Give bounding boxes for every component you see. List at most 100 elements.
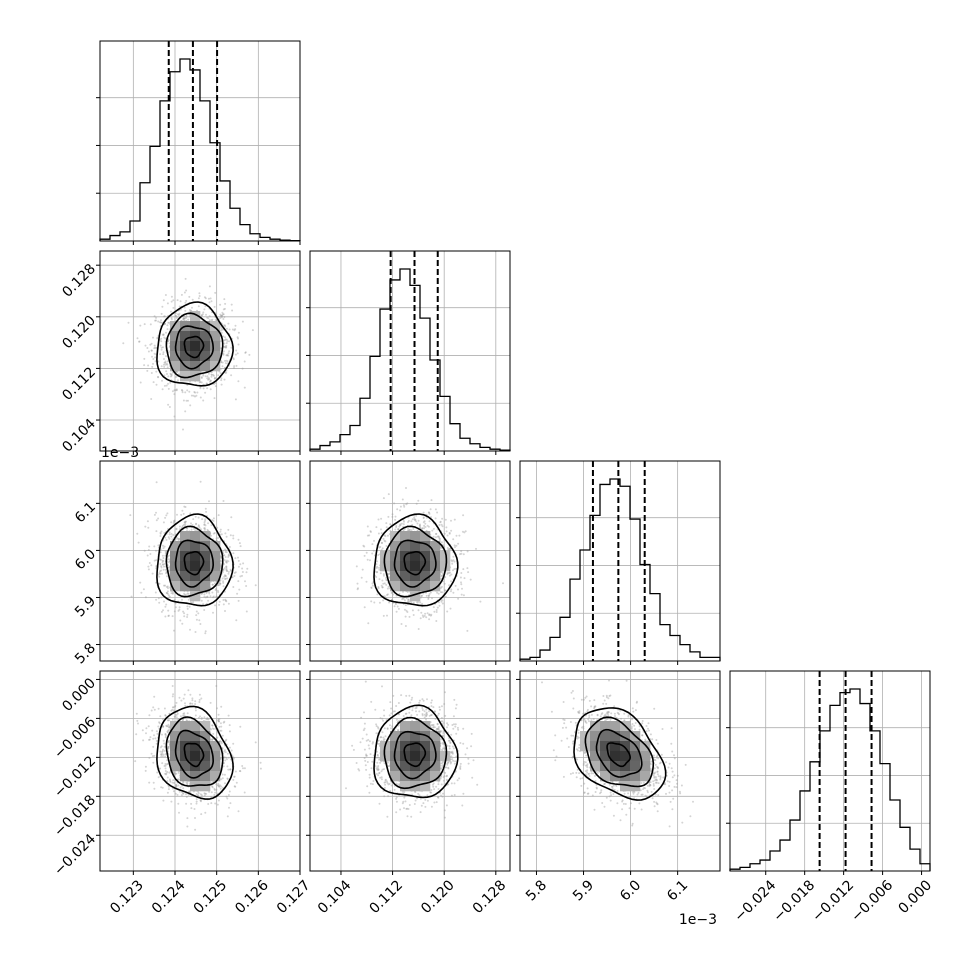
sample-point bbox=[148, 738, 150, 741]
sample-point bbox=[152, 362, 154, 365]
sample-point bbox=[440, 571, 443, 574]
sample-point bbox=[227, 556, 230, 558]
sample-point bbox=[147, 526, 150, 529]
sample-point bbox=[214, 604, 217, 607]
sample-point bbox=[155, 549, 157, 552]
sample-point bbox=[467, 571, 470, 574]
sample-point bbox=[160, 755, 163, 758]
sample-point bbox=[416, 522, 419, 525]
contour-line bbox=[174, 325, 215, 370]
sample-point bbox=[155, 370, 158, 373]
sample-point bbox=[197, 516, 200, 519]
sample-point bbox=[208, 319, 211, 322]
sample-point bbox=[224, 759, 227, 762]
sample-point bbox=[438, 604, 441, 607]
sample-point bbox=[449, 607, 452, 610]
sample-point bbox=[144, 344, 147, 347]
sample-point bbox=[163, 600, 165, 603]
sample-point bbox=[222, 353, 225, 356]
sample-point bbox=[206, 595, 209, 598]
sample-point bbox=[432, 606, 435, 609]
sample-point bbox=[222, 335, 225, 338]
density-cell bbox=[210, 331, 221, 342]
sample-point bbox=[421, 527, 424, 530]
sample-point bbox=[370, 586, 373, 589]
sample-point bbox=[193, 808, 196, 810]
sample-point bbox=[431, 597, 433, 600]
sample-point bbox=[207, 377, 210, 379]
sample-point bbox=[377, 518, 380, 521]
sample-point bbox=[127, 321, 130, 324]
density-cell bbox=[410, 541, 421, 552]
sample-point bbox=[151, 755, 154, 758]
sample-point bbox=[207, 599, 210, 602]
sample-point bbox=[162, 363, 165, 366]
sample-point bbox=[162, 557, 165, 559]
sample-point bbox=[421, 602, 424, 605]
sample-point bbox=[185, 802, 188, 805]
sample-point bbox=[232, 586, 235, 588]
sample-point bbox=[184, 309, 187, 312]
sample-point bbox=[188, 309, 191, 311]
density-cell bbox=[400, 571, 411, 582]
sample-point bbox=[429, 614, 432, 617]
sample-point bbox=[210, 300, 213, 303]
sample-point bbox=[182, 318, 185, 320]
sample-point bbox=[159, 535, 162, 537]
sample-point bbox=[457, 542, 460, 545]
sample-point bbox=[223, 378, 226, 381]
sample-point bbox=[234, 324, 237, 327]
sample-point bbox=[170, 310, 172, 313]
sample-point bbox=[233, 329, 236, 332]
sample-point bbox=[197, 525, 200, 528]
sample-point bbox=[449, 590, 452, 593]
contour-line bbox=[174, 539, 215, 588]
sample-point bbox=[219, 317, 222, 319]
sample-point bbox=[186, 613, 189, 616]
sample-point bbox=[155, 383, 158, 386]
sample-point bbox=[200, 592, 203, 595]
sample-point bbox=[203, 521, 206, 524]
sample-point bbox=[158, 572, 161, 574]
sample-point bbox=[173, 393, 176, 396]
sample-point bbox=[206, 596, 209, 598]
sample-point bbox=[383, 534, 386, 537]
sample-point bbox=[162, 565, 165, 568]
sample-point bbox=[411, 609, 414, 612]
sample-point bbox=[207, 378, 210, 381]
sample-point bbox=[181, 509, 184, 512]
sample-point bbox=[407, 600, 409, 603]
sample-point bbox=[241, 567, 244, 570]
sample-point bbox=[176, 537, 179, 540]
scatter-content bbox=[134, 685, 262, 831]
sample-point bbox=[224, 345, 227, 348]
sample-point bbox=[397, 607, 400, 610]
sample-point bbox=[185, 527, 188, 530]
sample-point bbox=[449, 571, 451, 574]
sample-point bbox=[450, 573, 453, 576]
sample-point bbox=[420, 611, 423, 614]
sample-point bbox=[163, 584, 165, 587]
panel-frame bbox=[99, 460, 301, 662]
sample-point bbox=[218, 603, 221, 606]
sample-point bbox=[175, 388, 178, 391]
sample-point bbox=[428, 618, 431, 621]
sample-point bbox=[193, 391, 196, 393]
sample-point bbox=[375, 526, 378, 529]
sample-point bbox=[219, 582, 222, 585]
sample-point bbox=[168, 406, 171, 408]
sample-point bbox=[152, 381, 155, 384]
density-cell bbox=[170, 541, 181, 552]
contour-line bbox=[165, 312, 224, 379]
sample-point bbox=[216, 526, 219, 529]
sample-point bbox=[225, 371, 228, 374]
sample-point bbox=[406, 502, 409, 505]
sample-point bbox=[224, 339, 226, 342]
sample-point bbox=[164, 755, 167, 758]
histogram-panel bbox=[306, 250, 511, 455]
sample-point bbox=[209, 595, 212, 598]
sample-point bbox=[395, 610, 398, 613]
sample-point bbox=[414, 518, 417, 521]
sample-point bbox=[172, 306, 175, 309]
sample-point bbox=[203, 794, 206, 797]
